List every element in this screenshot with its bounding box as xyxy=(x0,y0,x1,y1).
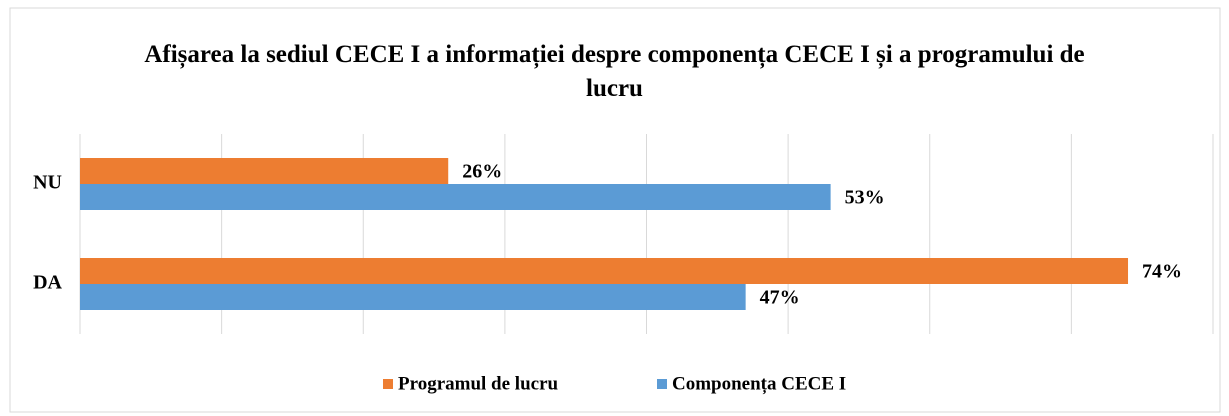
bar xyxy=(80,284,746,310)
legend-swatch xyxy=(657,379,667,389)
chart-border xyxy=(9,7,1221,413)
bar xyxy=(80,158,449,184)
bar xyxy=(80,184,831,210)
chart-title: Afișarea la sediul CECE I a informației … xyxy=(144,41,1085,102)
legend-swatch xyxy=(383,379,393,389)
data-label: 74% xyxy=(1142,261,1182,283)
legend-label: Programul de lucru xyxy=(398,373,559,394)
y-tick-label: NU xyxy=(33,172,62,194)
data-label: 26% xyxy=(462,161,502,183)
legend-label: Componența CECE I xyxy=(672,373,846,394)
bar xyxy=(80,258,1129,284)
y-tick-label: DA xyxy=(33,272,62,294)
data-label: 53% xyxy=(845,187,885,209)
data-label: 47% xyxy=(760,287,800,309)
